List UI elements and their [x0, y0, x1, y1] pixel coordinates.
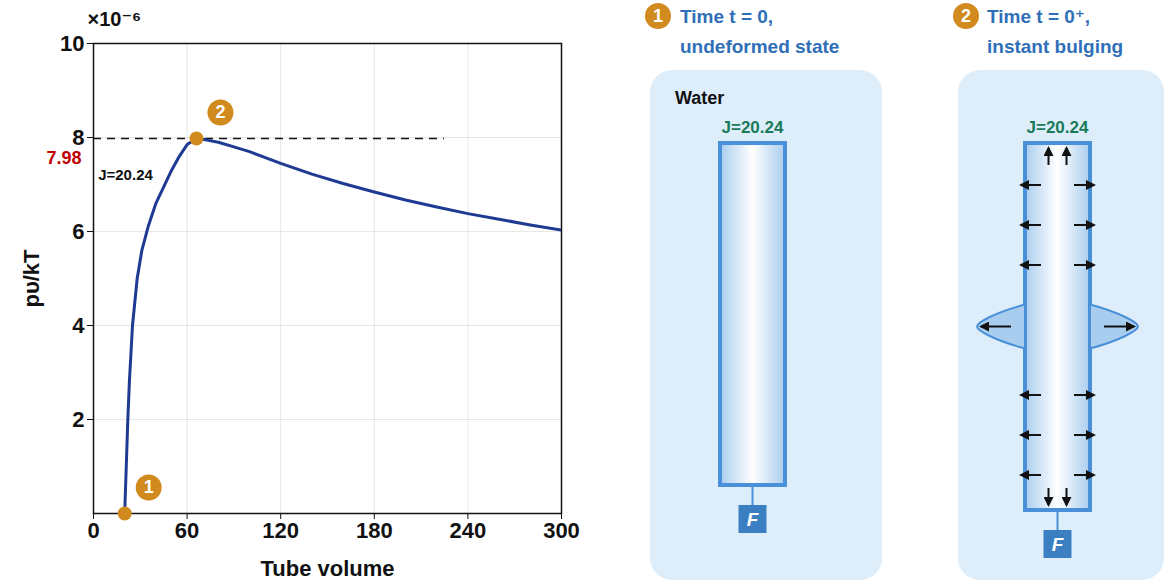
svg-text:instant bulging: instant bulging — [987, 36, 1123, 57]
svg-text:pυ/kT: pυ/kT — [19, 249, 44, 308]
svg-text:J=20.24: J=20.24 — [722, 118, 784, 137]
svg-text:0: 0 — [87, 518, 99, 543]
svg-text:J=20.24: J=20.24 — [1027, 118, 1089, 137]
svg-text:300: 300 — [543, 518, 580, 543]
svg-text:1: 1 — [653, 6, 663, 26]
svg-text:60: 60 — [175, 518, 199, 543]
svg-text:10: 10 — [60, 31, 84, 56]
svg-text:Tube volume: Tube volume — [260, 556, 394, 581]
svg-text:2: 2 — [961, 6, 971, 26]
svg-text:×10⁻⁶: ×10⁻⁶ — [88, 8, 142, 30]
svg-text:6: 6 — [72, 219, 84, 244]
svg-text:120: 120 — [262, 518, 299, 543]
svg-text:8: 8 — [72, 125, 84, 150]
svg-text:Time t = 0,: Time t = 0, — [680, 6, 773, 27]
svg-text:2: 2 — [215, 102, 225, 122]
svg-text:7.98: 7.98 — [46, 148, 81, 168]
svg-text:Water: Water — [675, 88, 724, 108]
svg-text:2: 2 — [72, 407, 84, 432]
svg-text:180: 180 — [356, 518, 393, 543]
svg-text:F: F — [747, 509, 760, 530]
svg-text:J=20.24: J=20.24 — [98, 166, 153, 183]
svg-text:F: F — [1052, 534, 1065, 555]
svg-text:undeformed state: undeformed state — [680, 36, 839, 57]
svg-text:240: 240 — [450, 518, 487, 543]
svg-text:Time t = 0⁺,: Time t = 0⁺, — [987, 6, 1090, 27]
svg-text:1: 1 — [144, 477, 154, 497]
svg-text:4: 4 — [72, 313, 85, 338]
